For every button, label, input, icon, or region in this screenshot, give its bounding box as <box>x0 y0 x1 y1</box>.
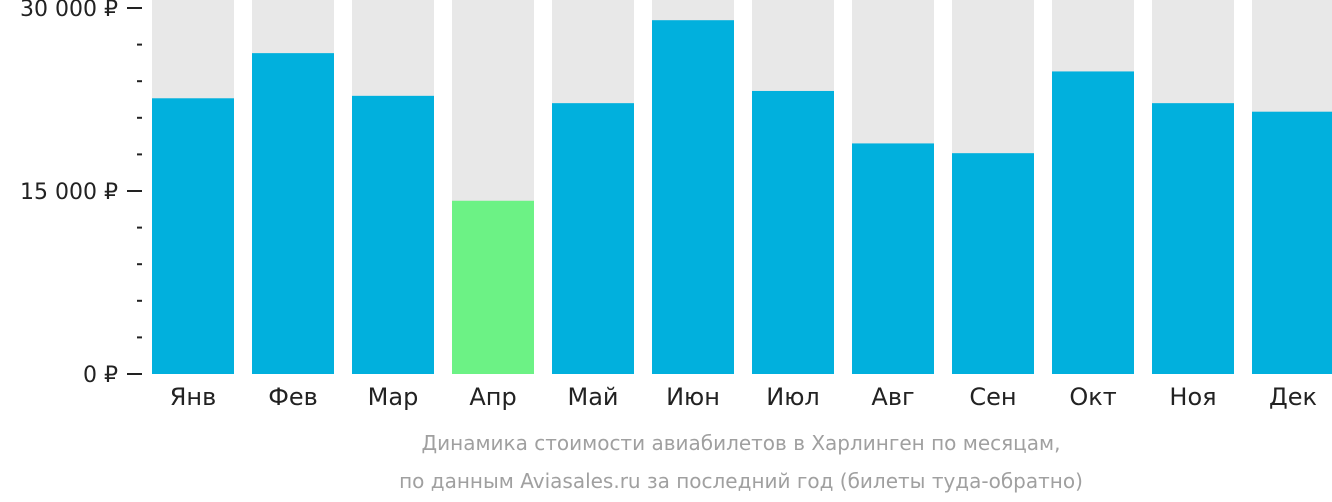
y-tick-label: 30 000 ₽ <box>20 0 118 22</box>
y-axis: 0 ₽ 15 000 ₽ 30 000 ₽ <box>20 0 142 388</box>
bar-7[interactable] <box>852 143 934 374</box>
value-bars <box>152 20 1332 375</box>
bar-8[interactable] <box>952 153 1034 374</box>
x-tick-label: Ноя <box>1169 383 1216 411</box>
caption-line-2: по данным Aviasales.ru за последний год … <box>399 469 1083 493</box>
x-tick-label: Янв <box>170 383 217 411</box>
bar-4[interactable] <box>552 103 634 374</box>
bar-10[interactable] <box>1152 103 1234 374</box>
x-tick-label: Фев <box>268 383 318 411</box>
x-axis-labels: Янв Фев Мар Апр Май Июн Июл Авг Сен Окт Ноя Дек <box>170 383 1317 411</box>
bar-1[interactable] <box>252 53 334 374</box>
bar-3[interactable] <box>452 200 534 374</box>
bar-0[interactable] <box>152 98 234 374</box>
x-tick-label: Дек <box>1269 383 1317 411</box>
bar-5[interactable] <box>652 20 734 374</box>
x-tick-label: Сен <box>969 383 1016 411</box>
x-tick-label: Апр <box>469 383 516 411</box>
bar-11[interactable] <box>1252 111 1332 374</box>
x-tick-label: Окт <box>1069 383 1116 411</box>
x-tick-label: Авг <box>871 383 914 411</box>
bar-9[interactable] <box>1052 71 1134 374</box>
bar-6[interactable] <box>752 90 834 375</box>
y-tick-label: 15 000 ₽ <box>20 180 118 205</box>
x-tick-label: Мар <box>368 383 419 411</box>
caption-line-1: Динамика стоимости авиабилетов в Харлинг… <box>422 431 1061 455</box>
x-tick-label: Июн <box>666 383 720 411</box>
bar-2[interactable] <box>352 95 434 374</box>
x-tick-label: Июл <box>766 383 820 411</box>
y-tick-label: 0 ₽ <box>83 363 118 388</box>
x-tick-label: Май <box>567 383 618 411</box>
